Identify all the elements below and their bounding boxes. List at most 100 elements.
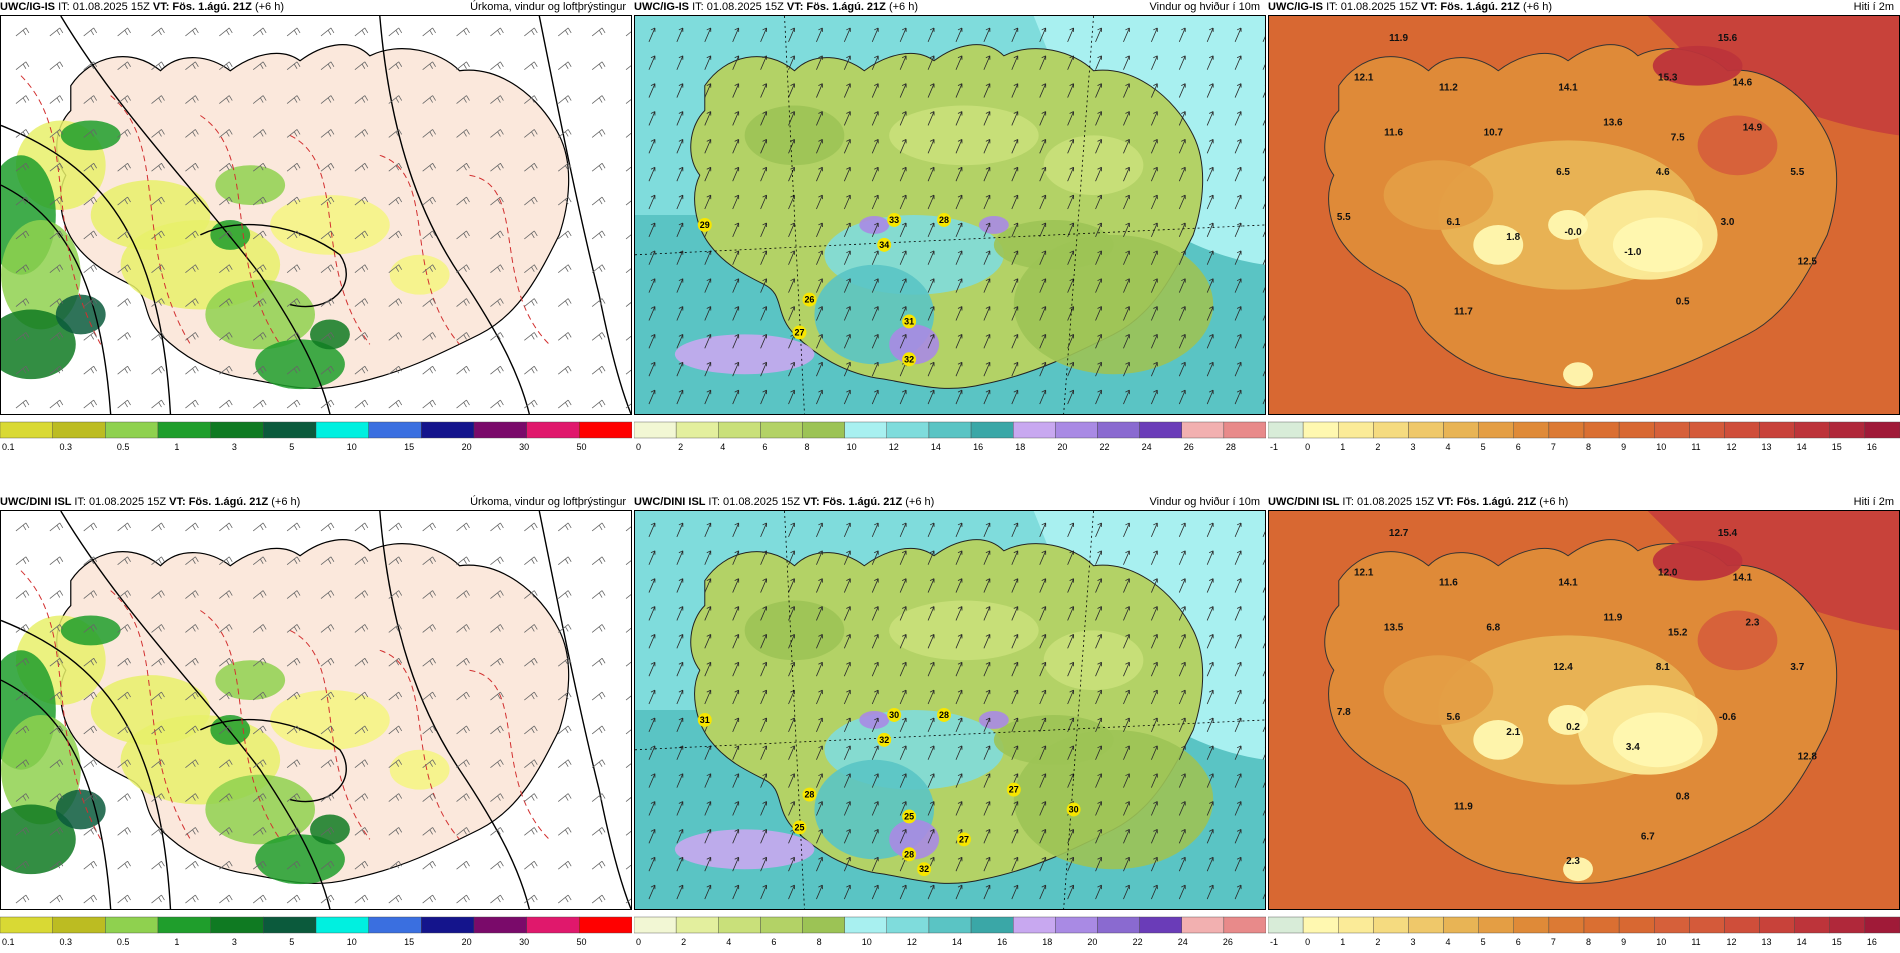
colorbar-swatch (760, 916, 803, 934)
colorbar-swatch (1055, 916, 1098, 934)
colorbar-swatch (1097, 916, 1140, 934)
colorbar-tick: 18 (1042, 937, 1052, 947)
colorbar-swatch (526, 916, 580, 934)
colorbar-swatch (1583, 916, 1620, 934)
temperature-label: 10.7 (1484, 127, 1504, 138)
colorbar-swatch (1478, 916, 1514, 934)
colorbar-swatch (1181, 916, 1225, 934)
map-temp[interactable]: 12.7 15.4 12.1 11.6 12.0 14.1 14.1 11.9 2.3 13.5 6… (1268, 510, 1900, 910)
colorbar-swatch (1829, 421, 1866, 439)
colorbar-swatch (1724, 421, 1760, 439)
colorbar-swatch (1794, 916, 1830, 934)
colorbar-tick: 6 (771, 937, 776, 947)
colorbar-tick: 0 (1305, 937, 1310, 947)
colorbar-tick: 0 (636, 937, 641, 947)
colorbar-swatch (1829, 916, 1866, 934)
colorbar-swatch (675, 916, 719, 934)
colorbar-tick: 15 (1832, 937, 1842, 947)
gust-label: 28 (802, 787, 817, 802)
temperature-label: 4.6 (1656, 167, 1670, 178)
panel-title: Hiti í 2m (1853, 1, 1894, 13)
map-wind[interactable]: 31 30 28 32 28 25 25 28 27 27 30 32 (634, 510, 1266, 910)
colorbar-tick: 15 (1832, 442, 1842, 452)
colorbar-swatch (1408, 421, 1444, 439)
temperature-label: 12.5 (1798, 257, 1818, 268)
panel-title: Vindur og hviður í 10m (1149, 1, 1260, 13)
colorbar-swatch (368, 916, 422, 934)
panel-header: UWC/IG-IS IT: 01.08.2025 15Z VT: Fös. 1.… (1268, 0, 1900, 14)
colorbar-tick: 9 (1621, 937, 1626, 947)
colorbar-tick: 3 (1410, 442, 1415, 452)
temperature-label: 15.2 (1668, 627, 1688, 638)
colorbar-tick: 16 (973, 442, 983, 452)
temperature-label: 11.9 (1454, 802, 1473, 813)
map-precip[interactable] (0, 510, 632, 910)
colorbar-swatch (1139, 916, 1182, 934)
temperature-label: 11.7 (1454, 307, 1473, 318)
model-name: UWC/DINI ISL (634, 496, 709, 508)
panel-title: Úrkoma, vindur og loftþrýstingur (470, 1, 626, 13)
colorbar-tick: 20 (462, 937, 472, 947)
valid-time: VT: Fös. 1.ágú. 21Z (1437, 496, 1540, 508)
colorbar-swatch (52, 916, 106, 934)
svg-text:30: 30 (889, 710, 899, 720)
colorbar-tick: 0 (636, 442, 641, 452)
svg-text:32: 32 (879, 735, 889, 745)
map-wind[interactable]: 29 33 28 34 26 27 31 32 (634, 15, 1266, 415)
gust-label: 27 (956, 832, 971, 847)
colorbar-swatch (1013, 421, 1056, 439)
panel-header: UWC/DINI ISL IT: 01.08.2025 15Z VT: Fös.… (1268, 495, 1900, 509)
svg-text:28: 28 (939, 215, 949, 225)
colorbar-swatch (760, 421, 803, 439)
colorbar-tick: 10 (347, 937, 357, 947)
model-name: UWC/IG-IS (0, 1, 59, 13)
svg-text:34: 34 (879, 240, 889, 250)
colorbar-swatch (1223, 916, 1266, 934)
colorbar-swatch (1654, 916, 1690, 934)
colorbar-tick: 11 (1691, 937, 1700, 947)
colorbar-tick: 26 (1223, 937, 1233, 947)
colorbar-tick: 0.5 (117, 937, 130, 947)
gust-label: 25 (902, 809, 917, 824)
colorbar-swatch (579, 916, 632, 934)
svg-text:27: 27 (794, 327, 804, 337)
map-precip[interactable] (0, 15, 632, 415)
colorbar-swatch (802, 916, 845, 934)
panel-precip-2: UWC/DINI ISL IT: 01.08.2025 15Z VT: Fös.… (0, 495, 632, 953)
temperature-label: 8.1 (1656, 662, 1670, 673)
gust-label: 30 (887, 708, 902, 722)
colorbar-tick: 9 (1621, 442, 1626, 452)
gust-label: 27 (792, 325, 807, 340)
colorbar-tick: 8 (1586, 937, 1591, 947)
colorbar-swatch (928, 421, 972, 439)
svg-text:28: 28 (904, 849, 914, 859)
colorbar-tick: 4 (720, 442, 725, 452)
colorbar-tick: 5 (289, 937, 294, 947)
map-temp[interactable]: 11.9 15.6 12.1 11.2 15.3 14.6 14.1 13.6 14.9 11.6… (1268, 15, 1900, 415)
colorbar-swatch (1338, 916, 1374, 934)
colorbar-swatch (0, 421, 53, 439)
temperature-label: 14.9 (1743, 122, 1763, 133)
colorbar-tick: 1 (1340, 442, 1345, 452)
temperature-label: 14.1 (1733, 573, 1753, 584)
model-name: UWC/DINI ISL (0, 496, 75, 508)
panel-temp-2: UWC/DINI ISL IT: 01.08.2025 15Z VT: Fös.… (1268, 495, 1900, 953)
panel-header: UWC/IG-IS IT: 01.08.2025 15Z VT: Fös. 1.… (634, 0, 1266, 14)
colorbar-swatch (1864, 421, 1900, 439)
svg-text:33: 33 (889, 215, 899, 225)
gust-label: 32 (877, 732, 892, 747)
temperature-label: 11.2 (1439, 83, 1458, 94)
svg-text:25: 25 (904, 811, 914, 821)
colorbar-tick: 6 (1516, 937, 1521, 947)
temperature-label: 14.6 (1733, 78, 1753, 89)
svg-text:28: 28 (804, 790, 814, 800)
colorbar-tick: 4 (1446, 442, 1451, 452)
colorbar-swatch (421, 916, 475, 934)
svg-text:27: 27 (1009, 785, 1019, 795)
temperature-label: 11.6 (1439, 578, 1458, 589)
colorbar-tick: 8 (805, 442, 810, 452)
gust-label: 31 (697, 712, 712, 727)
colorbar-swatch (844, 421, 888, 439)
gust-label: 34 (877, 237, 892, 252)
colorbar-swatch (634, 421, 677, 439)
